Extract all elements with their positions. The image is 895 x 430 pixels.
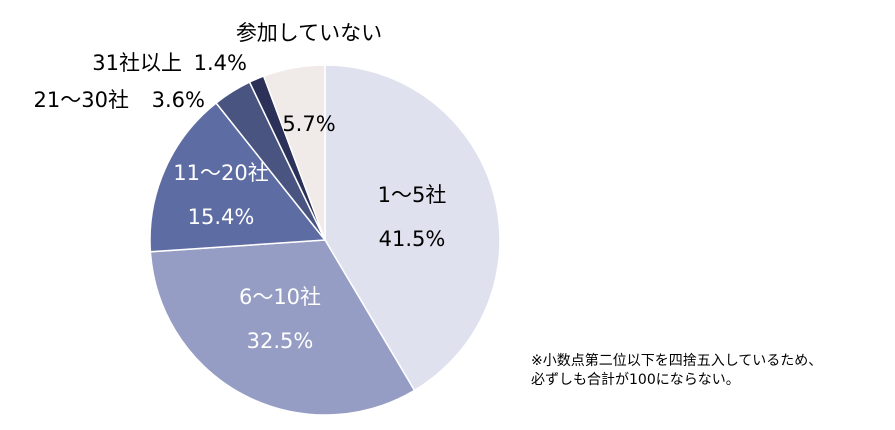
pie-slices xyxy=(149,64,501,416)
footnote-line-1: ※小数点第二位以下を四捨五入しているため、 xyxy=(531,353,823,369)
label-1-5-name: 1～5社 xyxy=(378,183,447,207)
label-31-plus-value: 1.4% xyxy=(194,51,247,75)
label-21-30-value: 3.6% xyxy=(152,88,205,112)
label-11-20-name: 11～20社 xyxy=(173,161,268,185)
slice-6-10 xyxy=(149,239,416,416)
label-6-10-name: 6～10社 xyxy=(239,285,321,309)
slice-11-20 xyxy=(149,101,327,253)
label-21-30-name: 21～30社 xyxy=(34,88,129,112)
footnote: ※小数点第二位以下を四捨五入しているため、 必ずしも合計が100にならない。 xyxy=(531,352,891,390)
slice-not-participating xyxy=(262,64,326,241)
label-11-20-value: 15.4% xyxy=(188,205,255,229)
label-31-plus-name: 31社以上 xyxy=(92,51,182,75)
label-not-participating-name: 参加していない xyxy=(236,21,382,45)
footnote-line-2: 必ずしも合計が100にならない。 xyxy=(531,372,740,388)
label-not-participating-value: 5.7% xyxy=(282,112,335,136)
label-1-5-value: 41.5% xyxy=(379,227,446,251)
label-6-10-value: 32.5% xyxy=(247,329,314,353)
slice-1-5 xyxy=(324,64,501,392)
